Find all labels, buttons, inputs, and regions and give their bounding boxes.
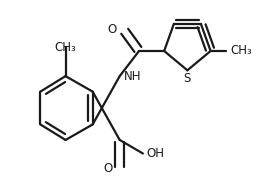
Text: CH₃: CH₃ bbox=[55, 41, 76, 54]
Text: O: O bbox=[104, 163, 113, 175]
Text: S: S bbox=[184, 72, 191, 84]
Text: NH: NH bbox=[123, 70, 141, 83]
Text: OH: OH bbox=[147, 147, 165, 160]
Text: CH₃: CH₃ bbox=[230, 44, 252, 57]
Text: O: O bbox=[107, 23, 116, 36]
